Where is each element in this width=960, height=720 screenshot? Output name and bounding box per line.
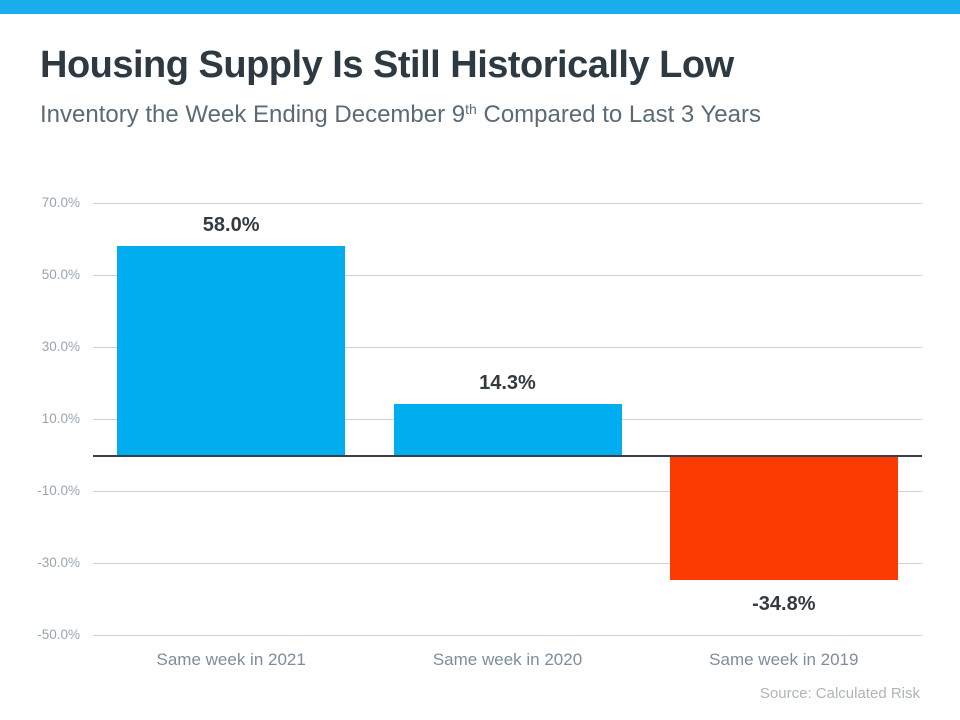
- y-axis-tick-label: -30.0%: [37, 555, 80, 570]
- subtitle-text-prefix: Inventory the Week Ending December 9: [40, 101, 466, 128]
- page-title: Housing Supply Is Still Historically Low: [40, 44, 734, 86]
- y-axis-tick-label: 10.0%: [41, 411, 80, 426]
- zero-axis-line: [93, 455, 922, 457]
- plot-area: 70.0% 50.0% 30.0% 10.0% -10.0% -30.0% -50.0% 58…: [37, 195, 922, 669]
- bar-value-label: 14.3%: [479, 371, 536, 394]
- y-gridline: [93, 347, 922, 348]
- subtitle-text-suffix: Compared to Last 3 Years: [476, 101, 761, 128]
- x-axis-category-label: Same week in 2020: [432, 650, 583, 669]
- bar-value-label: -34.8%: [752, 593, 816, 616]
- y-gridline: [93, 563, 922, 564]
- header-accent-strip: [0, 0, 960, 14]
- y-gridline: [93, 635, 922, 636]
- bar: [117, 246, 346, 455]
- y-gridline: [93, 275, 922, 276]
- y-axis-tick-label: -10.0%: [37, 483, 80, 498]
- y-axis-tick-label: 30.0%: [41, 339, 80, 354]
- x-axis-category-label: Same week in 2021: [156, 650, 306, 669]
- y-axis-tick-label: -50.0%: [37, 627, 80, 642]
- y-gridline: [93, 491, 922, 492]
- x-axis-category-label: Same week in 2019: [709, 650, 859, 669]
- page-subtitle: Inventory the Week Ending December 9th C…: [40, 101, 761, 129]
- y-axis-tick-label: 50.0%: [41, 267, 80, 282]
- bar: [393, 403, 622, 455]
- y-axis-tick-label: 70.0%: [41, 195, 80, 210]
- bar-value-label: 58.0%: [202, 214, 260, 237]
- y-gridline: [93, 203, 922, 204]
- source-attribution: Source: Calculated Risk: [759, 685, 920, 702]
- bar: [669, 457, 898, 581]
- subtitle-superscript: th: [465, 101, 477, 117]
